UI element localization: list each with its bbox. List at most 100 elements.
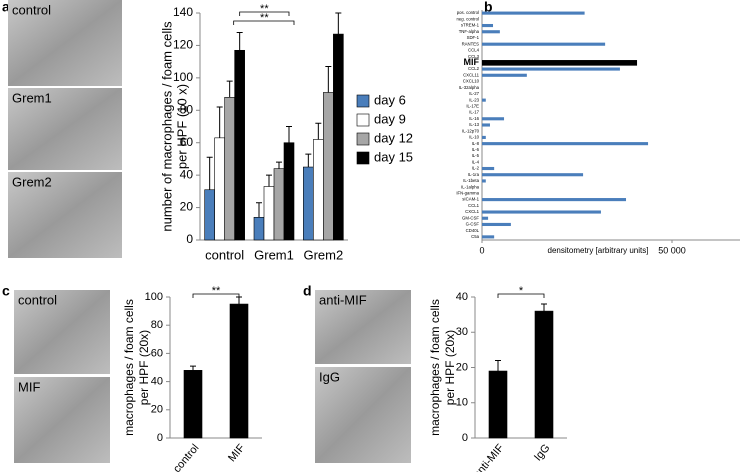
bar <box>482 142 649 146</box>
bar <box>482 166 495 171</box>
category-label: IL-5 <box>472 153 480 158</box>
micrograph-label: control <box>18 292 57 307</box>
bar <box>482 42 606 46</box>
bar <box>313 139 324 241</box>
error-bar <box>256 202 262 218</box>
significance-label: ** <box>212 285 221 297</box>
bar <box>534 310 554 439</box>
y-tick-label: 60 <box>180 135 194 149</box>
category-label: IFN-gamma <box>456 191 479 196</box>
category-label: CCL3 <box>468 54 480 59</box>
category-label: IL-12p70 <box>462 128 480 133</box>
category-label: IL-1beta <box>463 178 479 183</box>
panel-label: d <box>303 283 312 299</box>
significance-bracket <box>192 293 240 298</box>
category-label: IL-17 <box>469 110 479 115</box>
bar <box>253 217 265 241</box>
y-tick-label: 40 <box>456 291 468 303</box>
error-bar <box>236 31 243 51</box>
micrograph <box>14 377 110 463</box>
error-bar <box>286 126 292 143</box>
micrograph-label: MIF <box>18 379 40 394</box>
bar <box>482 117 505 121</box>
micrograph-label: Grem1 <box>12 90 52 105</box>
category-label: C5a <box>471 234 479 239</box>
micrograph-label: control <box>12 2 51 17</box>
x-tick-label: anti-MIF <box>471 442 506 472</box>
category-label: CCL2 <box>468 66 480 71</box>
error-bar <box>325 66 332 93</box>
bar <box>229 303 249 439</box>
bar <box>482 222 511 227</box>
micrograph <box>8 172 122 258</box>
category-label: IL-17E <box>466 103 479 108</box>
y-tick-label: 30 <box>456 326 468 338</box>
y-tick-label: 20 <box>456 361 468 373</box>
panel-label: c <box>2 283 10 299</box>
legend-swatch <box>356 151 370 165</box>
category-label: CCL4 <box>468 48 480 53</box>
bar <box>482 179 486 183</box>
y-tick-label: 0 <box>462 432 468 444</box>
category-label: IL-1ra <box>468 172 480 177</box>
bar <box>482 30 500 34</box>
y-tick-label: 0 <box>157 432 163 444</box>
category-label: MIF <box>464 57 480 67</box>
y-tick-label: 120 <box>173 38 193 52</box>
category-label: IL-13 <box>469 122 479 127</box>
bar <box>482 135 486 139</box>
y-axis-label: macrophages / foam cells <box>428 299 442 436</box>
bar <box>482 210 601 214</box>
legend-swatch <box>356 132 370 146</box>
category-label: IL-23 <box>469 97 479 102</box>
y-tick-label: 80 <box>180 102 194 116</box>
bar <box>333 33 344 241</box>
bar <box>214 137 225 241</box>
bar <box>273 168 285 241</box>
legend-label: day 9 <box>374 111 406 126</box>
micrograph-label: IgG <box>319 369 340 384</box>
x-tick-label: MIF <box>226 442 248 464</box>
micrograph <box>8 88 122 170</box>
category-label: CXCL10 <box>463 79 480 84</box>
error-bar <box>226 80 233 98</box>
x-tick-label: 0 <box>479 245 484 255</box>
panel-label: a <box>2 0 10 15</box>
micrograph <box>14 290 110 374</box>
bar <box>482 23 494 28</box>
bar <box>482 67 620 71</box>
significance-bracket <box>497 293 545 298</box>
legend-label: day 12 <box>374 130 413 145</box>
y-tick-label: 140 <box>173 5 193 19</box>
significance-label: ** <box>260 12 269 24</box>
micrograph <box>315 290 411 364</box>
micrograph-label: Grem2 <box>12 174 52 189</box>
micrograph <box>315 367 411 463</box>
y-tick-label: 0 <box>186 232 193 246</box>
error-bar <box>335 12 342 35</box>
bar <box>482 73 527 77</box>
error-bar <box>276 161 282 169</box>
bar <box>183 370 203 439</box>
error-bar <box>305 153 312 168</box>
significance-label: * <box>519 285 524 297</box>
category-label: CCL1 <box>468 203 480 208</box>
y-axis-label: macrophages / foam cells <box>122 299 136 436</box>
panel-label: b <box>484 0 493 15</box>
x-tick-label: control <box>171 442 201 472</box>
bar <box>482 216 489 220</box>
y-tick-label: 80 <box>151 319 163 331</box>
category-label: pos. control <box>457 10 479 15</box>
bar <box>488 370 508 439</box>
legend-swatch <box>356 113 370 127</box>
y-tick-label: 100 <box>173 70 193 84</box>
legend-label: day 15 <box>374 149 413 164</box>
bar <box>303 166 314 241</box>
y-tick-label: 40 <box>180 167 194 181</box>
y-tick-label: 60 <box>151 347 163 359</box>
x-tick-label: Grem2 <box>303 247 343 262</box>
x-tick-label: control <box>205 247 244 262</box>
significance-label: ** <box>260 3 269 15</box>
legend-label: day 6 <box>374 92 406 107</box>
y-axis-label: number of macrophages / foam cells <box>159 21 174 232</box>
